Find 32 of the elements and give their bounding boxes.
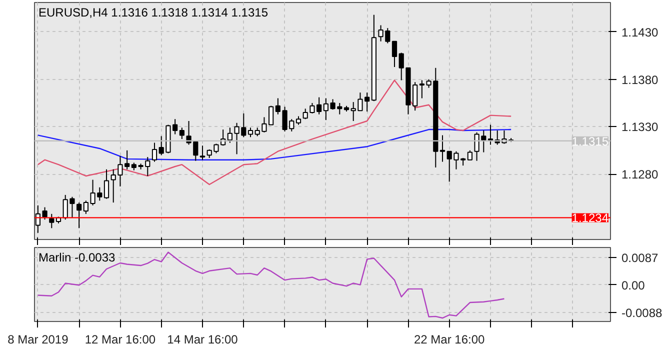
candlestick — [110, 168, 116, 204]
x-tick-label: 22 Mar 16:00 — [414, 332, 486, 346]
y-tick-label: 1.1380 — [622, 72, 659, 87]
candlestick — [398, 52, 404, 81]
y-tick-label: 1.1330 — [622, 120, 659, 134]
line-series — [37, 252, 505, 319]
candlestick — [488, 124, 494, 146]
candlestick — [302, 108, 308, 120]
candlestick — [467, 150, 472, 160]
candlestick — [200, 145, 206, 160]
candlestick — [248, 127, 254, 138]
candlestick — [49, 213, 54, 229]
y-tick-label: 1.1430 — [622, 25, 659, 40]
candlestick — [392, 40, 398, 68]
chart-title: Marlin -0.0033 — [38, 250, 116, 264]
y-tick-label: 1.1280 — [622, 168, 659, 182]
y-tick-label: 0.00 — [622, 278, 646, 292]
x-tick-label: 14 Mar 16:00 — [167, 332, 238, 346]
chart-title: EURUSD,H4 1.1316 1.1318 1.1314 1.1315 — [38, 6, 268, 20]
ref-line-label: 1.1234 — [572, 211, 609, 226]
y-tick-label: -0.0088 — [622, 306, 663, 320]
candlestick — [104, 168, 110, 200]
candlestick — [179, 127, 184, 140]
candlestick — [440, 134, 446, 162]
candlestick — [76, 202, 82, 229]
line-series — [37, 128, 512, 160]
ref-line-label: 1.1315 — [572, 134, 609, 148]
x-tick-label: 8 Mar 2019 — [8, 332, 69, 346]
y-tick-label: 0.0087 — [622, 250, 659, 265]
line-series — [37, 80, 512, 186]
candlestick — [152, 142, 158, 162]
x-tick-label: 12 Mar 16:00 — [84, 332, 156, 346]
